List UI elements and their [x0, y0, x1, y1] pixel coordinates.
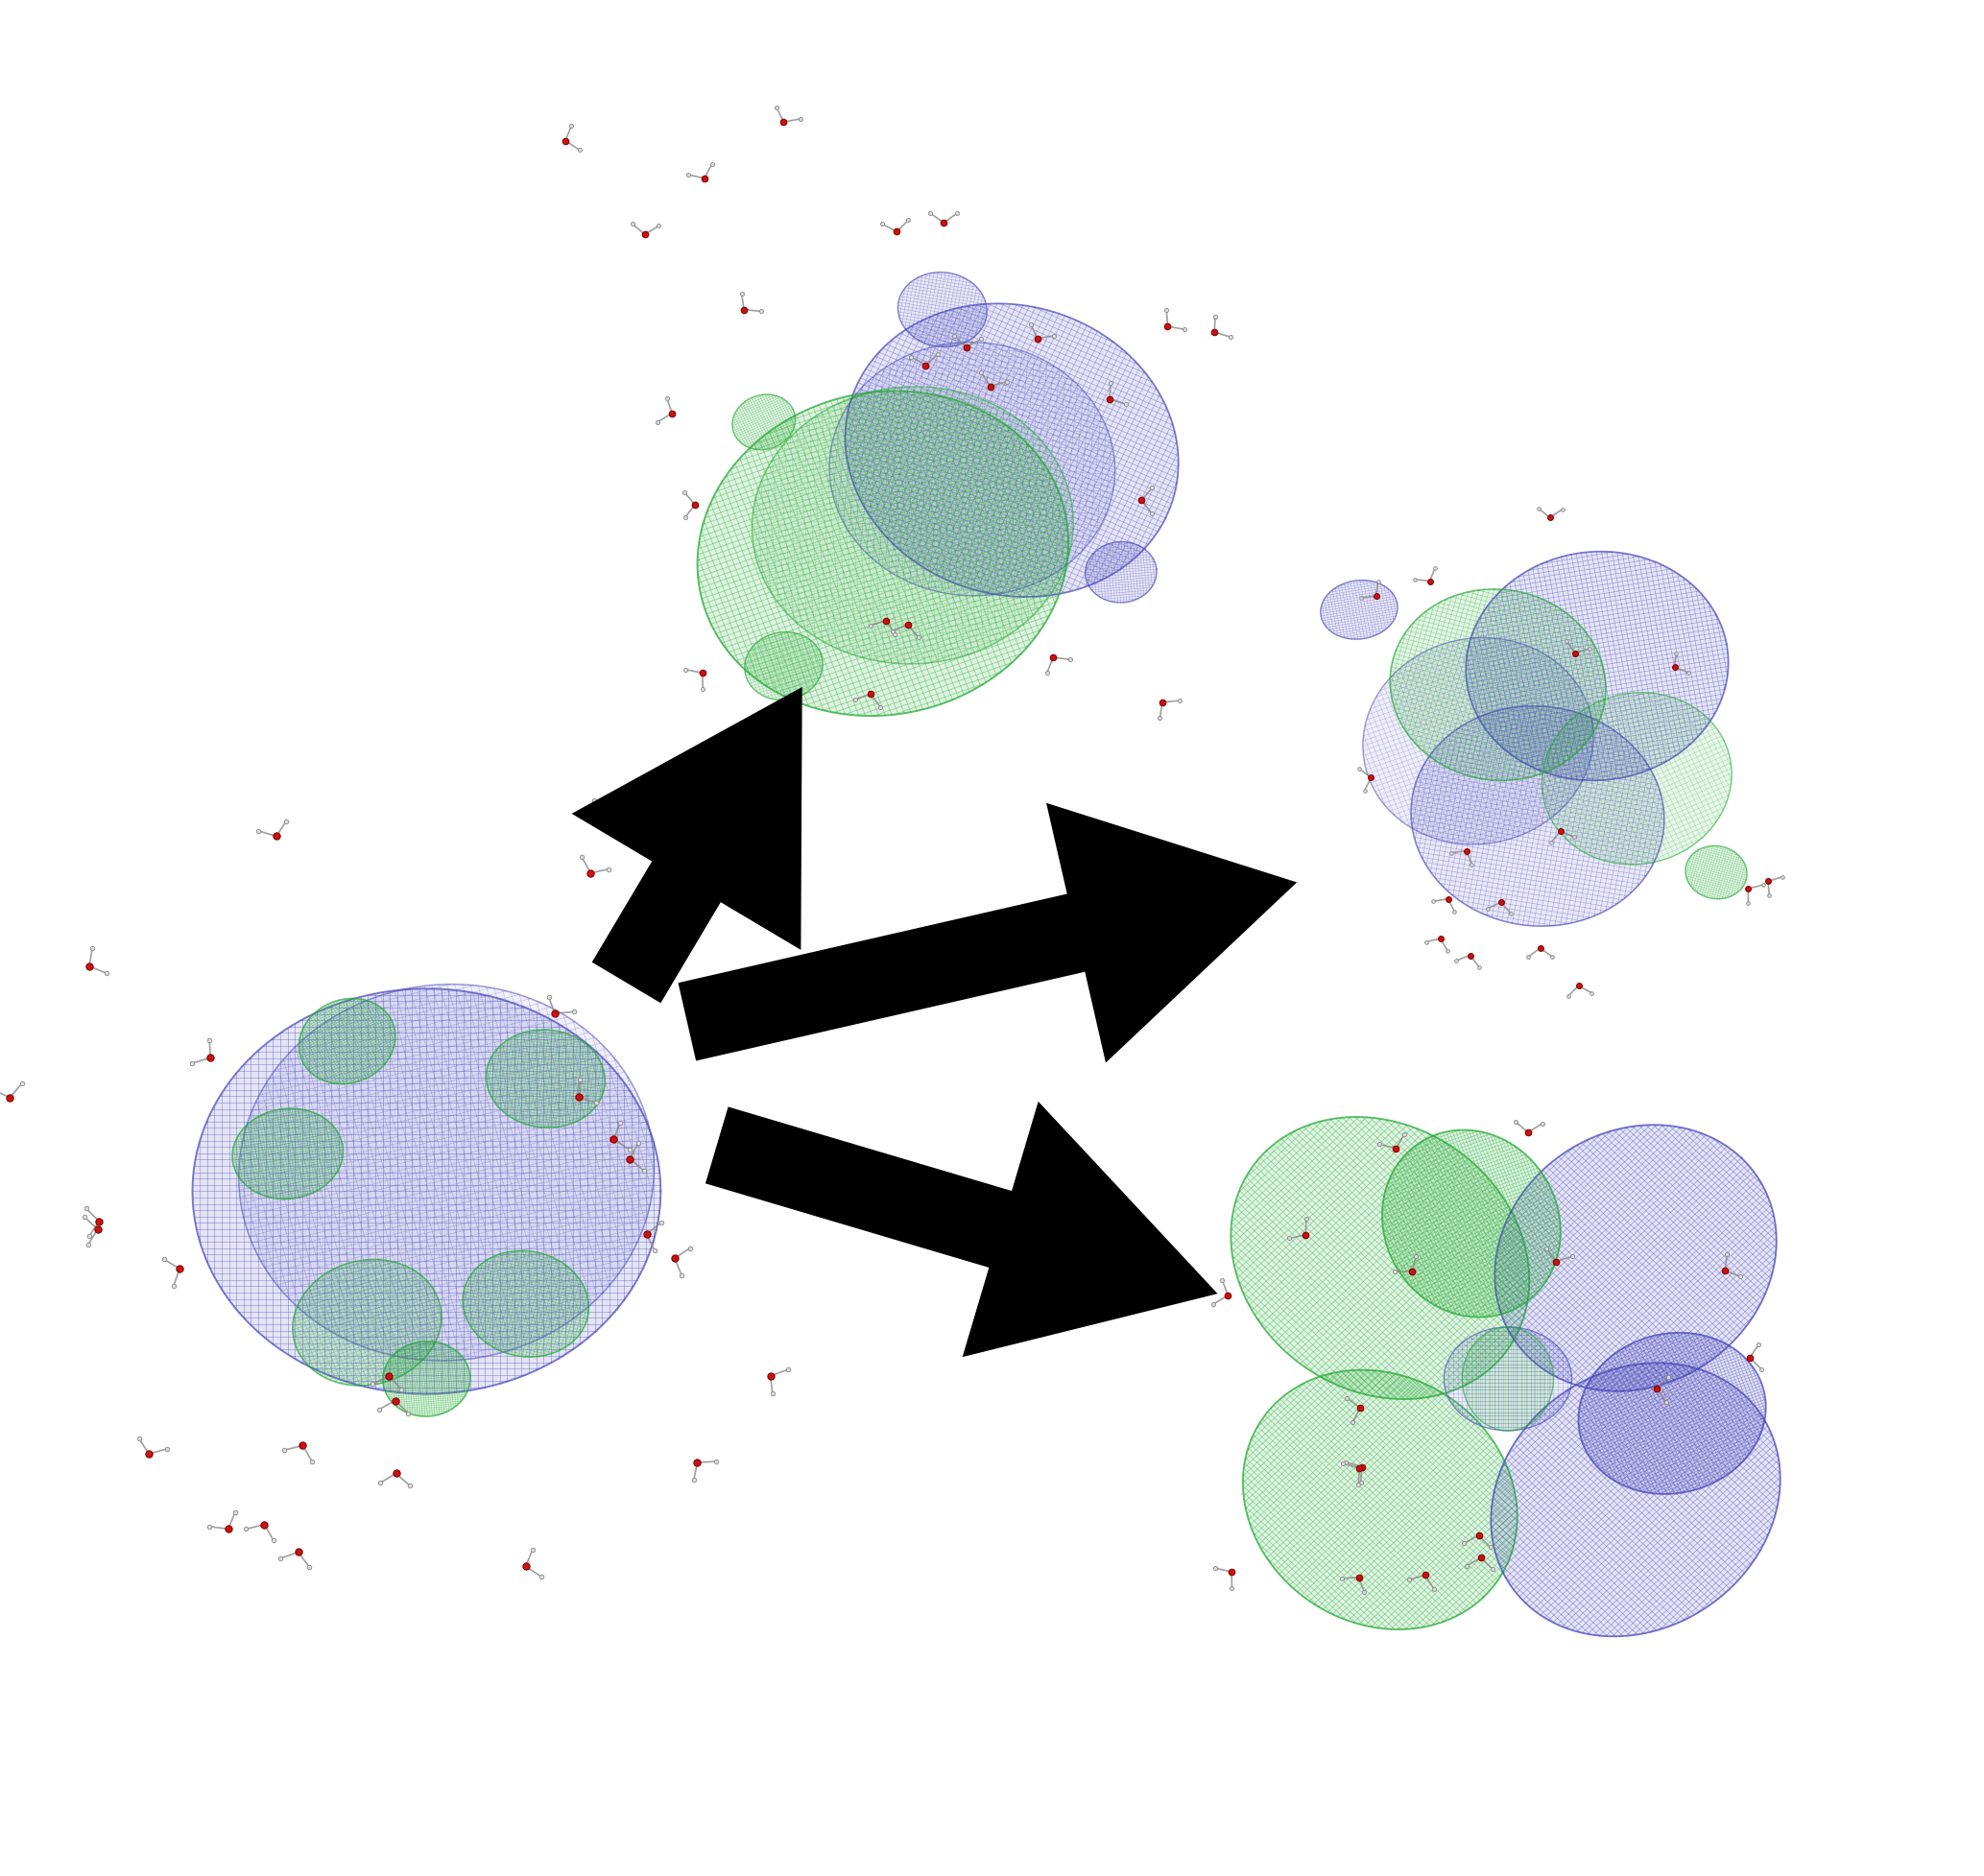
Polygon shape — [1494, 1126, 1776, 1392]
Polygon shape — [1391, 589, 1605, 780]
Polygon shape — [1230, 1116, 1530, 1399]
Polygon shape — [1383, 1129, 1561, 1317]
Polygon shape — [845, 304, 1178, 597]
Polygon shape — [829, 341, 1115, 597]
Polygon shape — [752, 386, 1073, 664]
Polygon shape — [1466, 552, 1728, 780]
Polygon shape — [1542, 692, 1732, 865]
Polygon shape — [1444, 1326, 1571, 1431]
Polygon shape — [1363, 638, 1593, 844]
Polygon shape — [1579, 1332, 1766, 1493]
Polygon shape — [1462, 1326, 1553, 1431]
Polygon shape — [1684, 846, 1748, 899]
Polygon shape — [899, 272, 986, 347]
Polygon shape — [1492, 1364, 1780, 1636]
Polygon shape — [486, 1030, 605, 1127]
Polygon shape — [294, 1259, 440, 1386]
Polygon shape — [232, 1109, 343, 1199]
Polygon shape — [383, 1341, 470, 1416]
Polygon shape — [1242, 1369, 1518, 1630]
Polygon shape — [300, 998, 395, 1084]
Polygon shape — [1411, 705, 1665, 927]
Polygon shape — [698, 390, 1067, 717]
Polygon shape — [732, 394, 796, 450]
Polygon shape — [192, 989, 661, 1394]
Polygon shape — [462, 1251, 589, 1356]
Polygon shape — [238, 985, 655, 1360]
Polygon shape — [1085, 542, 1157, 602]
Polygon shape — [744, 632, 823, 700]
Polygon shape — [1321, 580, 1397, 640]
